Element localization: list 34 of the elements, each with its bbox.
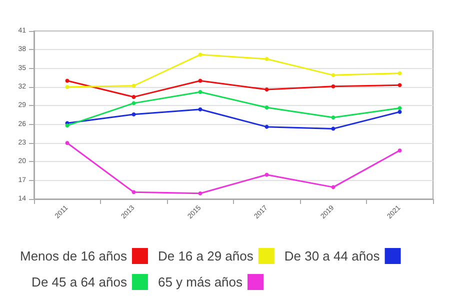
point xyxy=(198,90,202,94)
point xyxy=(65,78,70,83)
legend-label: De 16 a 29 años xyxy=(158,248,254,264)
point xyxy=(331,115,336,120)
point xyxy=(198,78,202,83)
point xyxy=(398,83,402,88)
point xyxy=(198,191,202,196)
point xyxy=(65,141,70,145)
point xyxy=(132,112,136,116)
point xyxy=(331,73,336,78)
point xyxy=(398,148,402,152)
legend-label: De 45 a 64 años xyxy=(32,274,128,290)
point xyxy=(264,57,269,61)
point xyxy=(132,190,136,194)
point xyxy=(264,124,269,129)
point xyxy=(398,106,402,110)
legend-label: 65 y más años xyxy=(158,274,244,290)
legend-label: De 30 a 44 años xyxy=(284,248,380,264)
point xyxy=(198,107,202,112)
point xyxy=(398,71,402,76)
point xyxy=(264,106,269,110)
point xyxy=(264,172,269,177)
point xyxy=(65,85,70,89)
legend-label: Menos de 16 años xyxy=(20,248,128,264)
point xyxy=(198,52,202,57)
point xyxy=(132,84,136,88)
point xyxy=(331,185,336,190)
point xyxy=(331,126,336,131)
point xyxy=(331,84,336,88)
point xyxy=(132,94,136,99)
point xyxy=(132,101,136,106)
point xyxy=(264,87,269,92)
point xyxy=(65,124,70,128)
point xyxy=(398,110,402,114)
